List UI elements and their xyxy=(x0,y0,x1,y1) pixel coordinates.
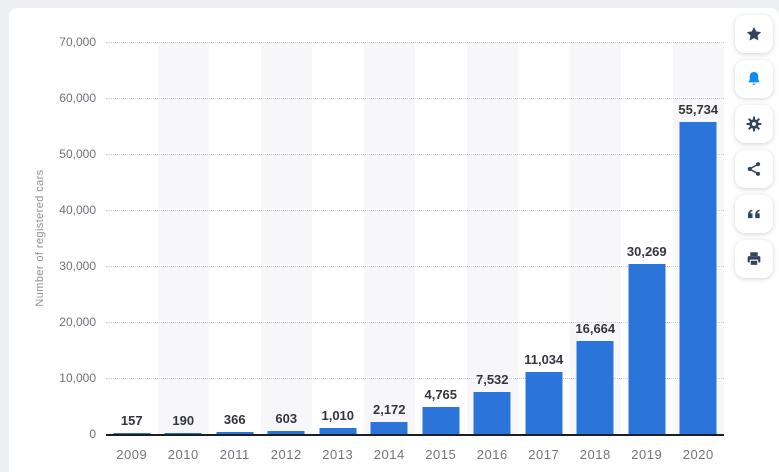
x-axis-tick-label: 2016 xyxy=(476,447,508,462)
cite-button[interactable] xyxy=(735,195,773,233)
gear-icon xyxy=(746,116,762,132)
bar-value-label: 4,765 xyxy=(424,387,458,402)
x-axis-tick-label: 2009 xyxy=(116,447,148,462)
x-axis-tick-label: 2012 xyxy=(270,447,302,462)
share-icon xyxy=(747,162,761,176)
bar-2017[interactable] xyxy=(525,372,563,434)
chart-column: 1,010 2013 xyxy=(312,42,364,462)
chart-column: 603 2012 xyxy=(260,42,312,462)
alerts-button[interactable] xyxy=(735,60,773,98)
y-gridline xyxy=(106,154,724,155)
settings-button[interactable] xyxy=(735,105,773,143)
quote-icon xyxy=(748,209,760,219)
plot-area: 70,000 60,000 50,000 40,000 30,000 20,000 10,0… xyxy=(59,35,724,462)
bar-value-label: 55,734 xyxy=(678,102,719,117)
y-axis-tick-label: 40,000 xyxy=(59,203,96,217)
chart-card: Number of registered cars 70,000 60,000 50… xyxy=(9,8,779,472)
y-axis-title: Number of registered cars xyxy=(34,169,46,307)
chart-column: 11,034 2017 xyxy=(518,42,570,462)
bar-value-label: 2,172 xyxy=(372,402,406,417)
star-icon xyxy=(746,26,762,41)
y-axis-tick-label: 50,000 xyxy=(59,147,96,161)
bar-2014[interactable] xyxy=(370,422,408,434)
printer-icon xyxy=(747,252,761,266)
chart-column: 30,269 2019 xyxy=(621,42,673,462)
print-button[interactable] xyxy=(735,240,773,278)
chart-column: 55,734 2020 xyxy=(672,42,724,462)
y-gridline xyxy=(106,378,724,379)
x-axis-tick-label: 2013 xyxy=(322,447,354,462)
y-axis-tick-label: 30,000 xyxy=(59,259,96,273)
bar-value-label: 366 xyxy=(223,412,246,427)
share-button[interactable] xyxy=(735,150,773,188)
bar-2012[interactable] xyxy=(267,431,305,434)
bar-2018[interactable] xyxy=(576,341,614,434)
y-gridline xyxy=(106,322,724,323)
chart-column: 16,664 2018 xyxy=(569,42,621,462)
y-gridline xyxy=(106,210,724,211)
bar-value-label: 7,532 xyxy=(475,372,509,387)
bar-2020[interactable] xyxy=(679,122,717,434)
y-axis-tick-label: 0 xyxy=(89,427,96,441)
bar-value-label: 11,034 xyxy=(524,352,564,367)
y-gridline xyxy=(106,42,724,43)
chart-column: 157 2009 xyxy=(106,42,158,462)
action-toolbar xyxy=(735,15,775,278)
bar-value-label: 1,010 xyxy=(321,408,355,423)
favorite-button[interactable] xyxy=(735,15,773,53)
y-gridline xyxy=(106,98,724,99)
y-axis-tick-label: 60,000 xyxy=(59,91,96,105)
bar-2010[interactable] xyxy=(164,433,202,434)
y-gridline xyxy=(106,266,724,267)
chart-column: 366 2011 xyxy=(209,42,261,462)
chart-column: 190 2010 xyxy=(157,42,209,462)
y-axis-tick-label: 20,000 xyxy=(59,315,96,329)
x-axis-tick-label: 2020 xyxy=(682,447,714,462)
bar-2013[interactable] xyxy=(319,428,357,434)
x-axis-tick-label: 2011 xyxy=(219,447,250,462)
x-axis-tick-label: 2019 xyxy=(631,447,663,462)
bar-value-label: 190 xyxy=(172,413,195,428)
y-axis-tick-label: 70,000 xyxy=(59,35,96,49)
x-axis-tick-label: 2010 xyxy=(167,447,199,462)
bar-2016[interactable] xyxy=(473,392,511,434)
chart-column: 7,532 2016 xyxy=(466,42,518,462)
bar-2019[interactable] xyxy=(628,264,666,434)
bar-value-label: 157 xyxy=(120,413,143,428)
bar-2009[interactable] xyxy=(113,433,151,434)
chart-column: 4,765 2015 xyxy=(415,42,467,462)
bell-icon xyxy=(748,71,760,85)
y-axis-tick-label: 10,000 xyxy=(59,371,96,385)
x-axis-tick-label: 2015 xyxy=(425,447,457,462)
x-axis-tick-label: 2014 xyxy=(373,447,405,462)
bar-value-label: 603 xyxy=(275,411,298,426)
bar-value-label: 30,269 xyxy=(626,244,667,259)
bar-2015[interactable] xyxy=(422,407,460,434)
x-axis-tick-label: 2018 xyxy=(579,447,611,462)
chart-column: 2,172 2014 xyxy=(363,42,415,462)
bar-value-label: 16,664 xyxy=(575,321,616,336)
bar-2011[interactable] xyxy=(216,432,254,434)
x-axis-tick-label: 2017 xyxy=(528,447,560,462)
